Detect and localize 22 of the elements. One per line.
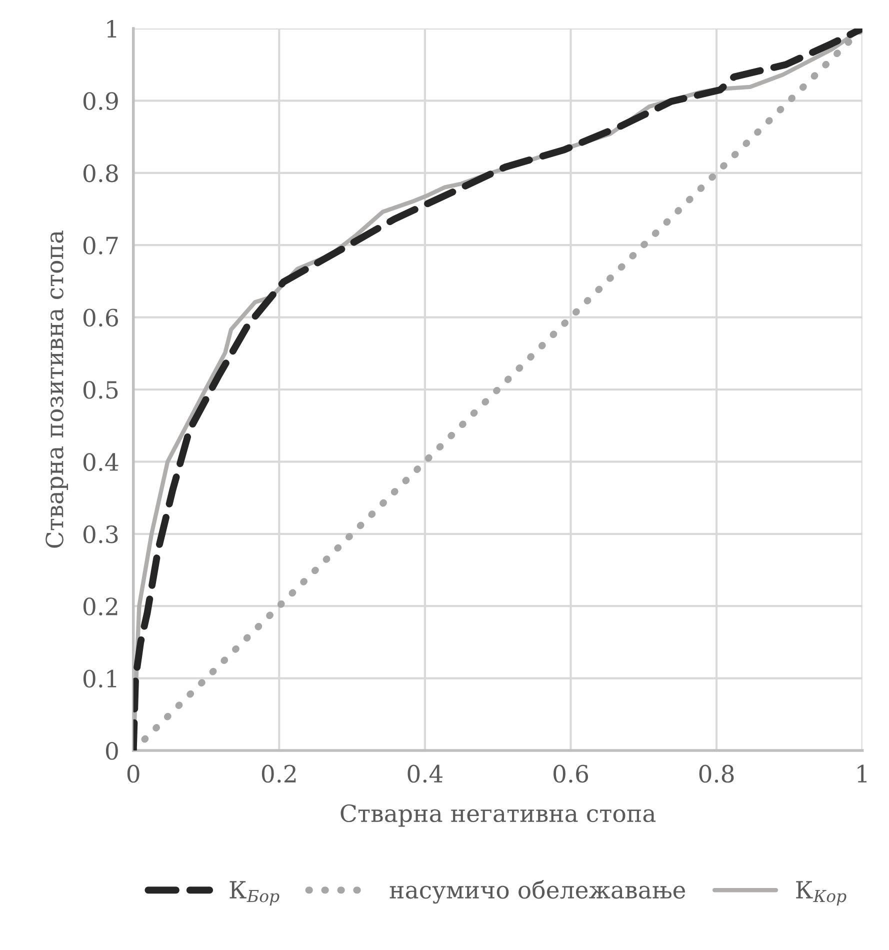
x-axis-title: Стварна негативна стопа <box>340 804 656 827</box>
y-axis-title: Стварна позитивна стопа <box>46 230 68 548</box>
x-tick-label: 0 <box>127 764 140 783</box>
y-tick-label: 0.7 <box>83 236 118 254</box>
y-tick-label: 0 <box>106 742 118 760</box>
x-tick-label: 0.2 <box>262 764 296 783</box>
x-tick-label: 0.8 <box>699 764 734 783</box>
legend-label: насумичо обележавање <box>390 880 686 904</box>
y-tick-label: 0.5 <box>83 380 118 399</box>
x-tick-label: 0.6 <box>554 764 588 783</box>
y-tick-label: 1 <box>107 20 116 38</box>
legend-label: К$_{Кор}$ <box>796 881 846 906</box>
y-tick-label: 0.2 <box>83 598 118 616</box>
y-tick-label: 0.3 <box>83 525 118 544</box>
y-tick-label: 0.1 <box>83 670 116 688</box>
y-tick-label: 0.9 <box>83 92 118 110</box>
legend-label: К$_{Бор}$ <box>230 881 280 906</box>
y-tick-label: 0.6 <box>83 308 118 327</box>
y-tick-label: 0.4 <box>83 453 118 472</box>
y-tick-label: 0.8 <box>83 164 118 182</box>
x-tick-label: 0.4 <box>408 764 443 783</box>
x-tick-label: 1 <box>858 764 866 782</box>
